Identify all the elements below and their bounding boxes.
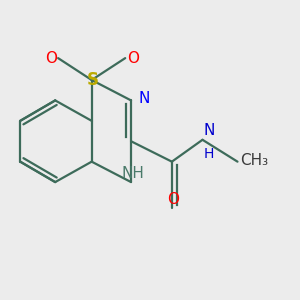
Text: H: H [204, 147, 214, 161]
Text: S: S [87, 71, 99, 89]
Text: CH₃: CH₃ [240, 153, 268, 168]
Text: N: N [138, 92, 150, 106]
Text: NH: NH [121, 166, 144, 181]
Text: N: N [204, 123, 215, 138]
Text: O: O [167, 192, 179, 207]
Text: O: O [45, 51, 57, 66]
Text: O: O [127, 51, 139, 66]
